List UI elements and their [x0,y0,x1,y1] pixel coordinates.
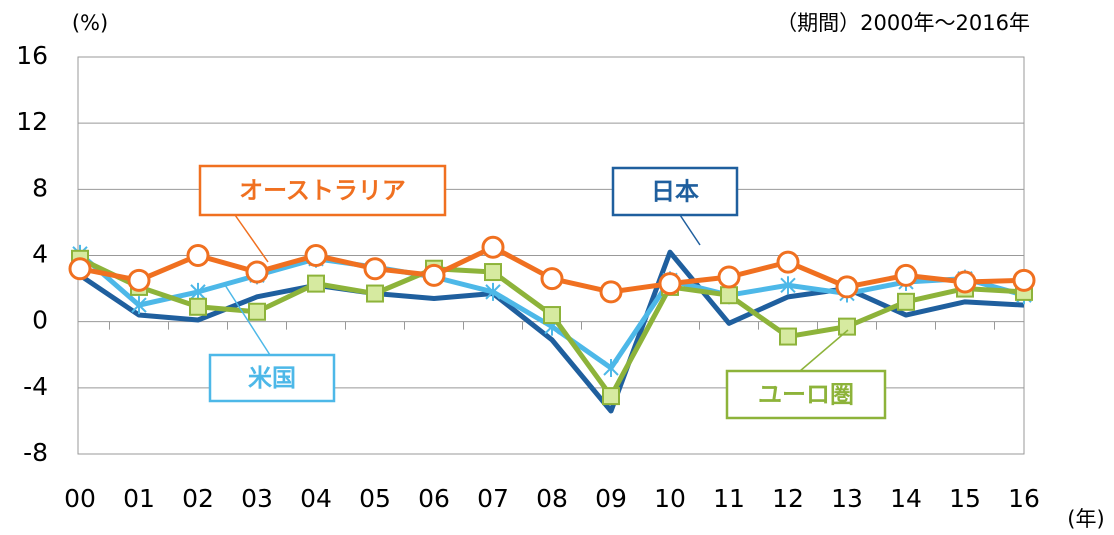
x-tick-label: 02 [182,484,214,513]
marker [366,284,384,303]
x-tick-label: 07 [477,484,509,513]
marker [1012,268,1036,292]
marker [720,286,738,305]
marker [485,282,501,301]
legend-box [725,369,887,420]
y-tick-label: 4 [32,240,48,269]
leader-line [224,284,271,356]
y-tick-label: -4 [23,372,48,401]
marker [953,270,977,294]
marker [779,327,797,346]
legend-label: 米国 [248,364,296,392]
marker [304,244,328,267]
marker [894,263,918,287]
marker [717,265,741,289]
x-tick-label: 14 [890,484,922,513]
y-tick-label: 16 [16,41,48,70]
marker [248,302,266,321]
leader-line [234,214,269,263]
marker [603,358,619,377]
x-tick-label: 15 [949,484,981,513]
x-tick-label: 03 [241,484,273,513]
marker [484,263,502,282]
x-tick-label: 13 [831,484,863,513]
marker [658,272,682,296]
marker [540,267,564,291]
x-tick-label: 11 [713,484,745,513]
marker [245,260,269,284]
marker [131,296,147,315]
x-tick-label: 08 [536,484,568,513]
marker [543,306,561,325]
x-tick-label: 04 [300,484,332,513]
marker [599,280,623,304]
x-tick-label: 06 [418,484,450,513]
legend-box [198,164,447,217]
leader-line [679,214,701,246]
x-axis-label: (年) [1067,507,1104,531]
marker [422,263,446,287]
y-tick-label: 0 [32,306,48,335]
marker [186,244,210,267]
legend-box [611,166,739,217]
y-tick-label: 12 [16,107,48,136]
marker [780,276,796,295]
marker [776,250,800,274]
marker [363,257,387,281]
legend-box [208,353,336,403]
marker [838,317,856,336]
marker [835,275,859,299]
x-tick-label: 01 [123,484,155,513]
x-tick-label: 12 [772,484,804,513]
x-tick-label: 09 [595,484,627,513]
x-tick-label: 00 [64,484,96,513]
y-tick-label: -8 [23,438,48,467]
legend-label: ユーロ圏 [758,381,854,409]
marker [189,297,207,316]
legend-label: オーストラリア [239,177,406,205]
y-tick-label: 8 [32,173,48,202]
y-axis-label: (%) [72,11,108,35]
x-tick-label: 05 [359,484,391,513]
marker [602,387,620,406]
x-tick-label: 10 [654,484,686,513]
subtitle: （期間）2000年～2016年 [776,11,1030,35]
marker [481,235,505,259]
marker [68,257,92,281]
marker [897,292,915,311]
leader-line [799,329,849,372]
x-tick-label: 16 [1008,484,1040,513]
legend-label: 日本 [651,178,699,206]
marker [307,274,325,293]
marker [127,268,151,292]
